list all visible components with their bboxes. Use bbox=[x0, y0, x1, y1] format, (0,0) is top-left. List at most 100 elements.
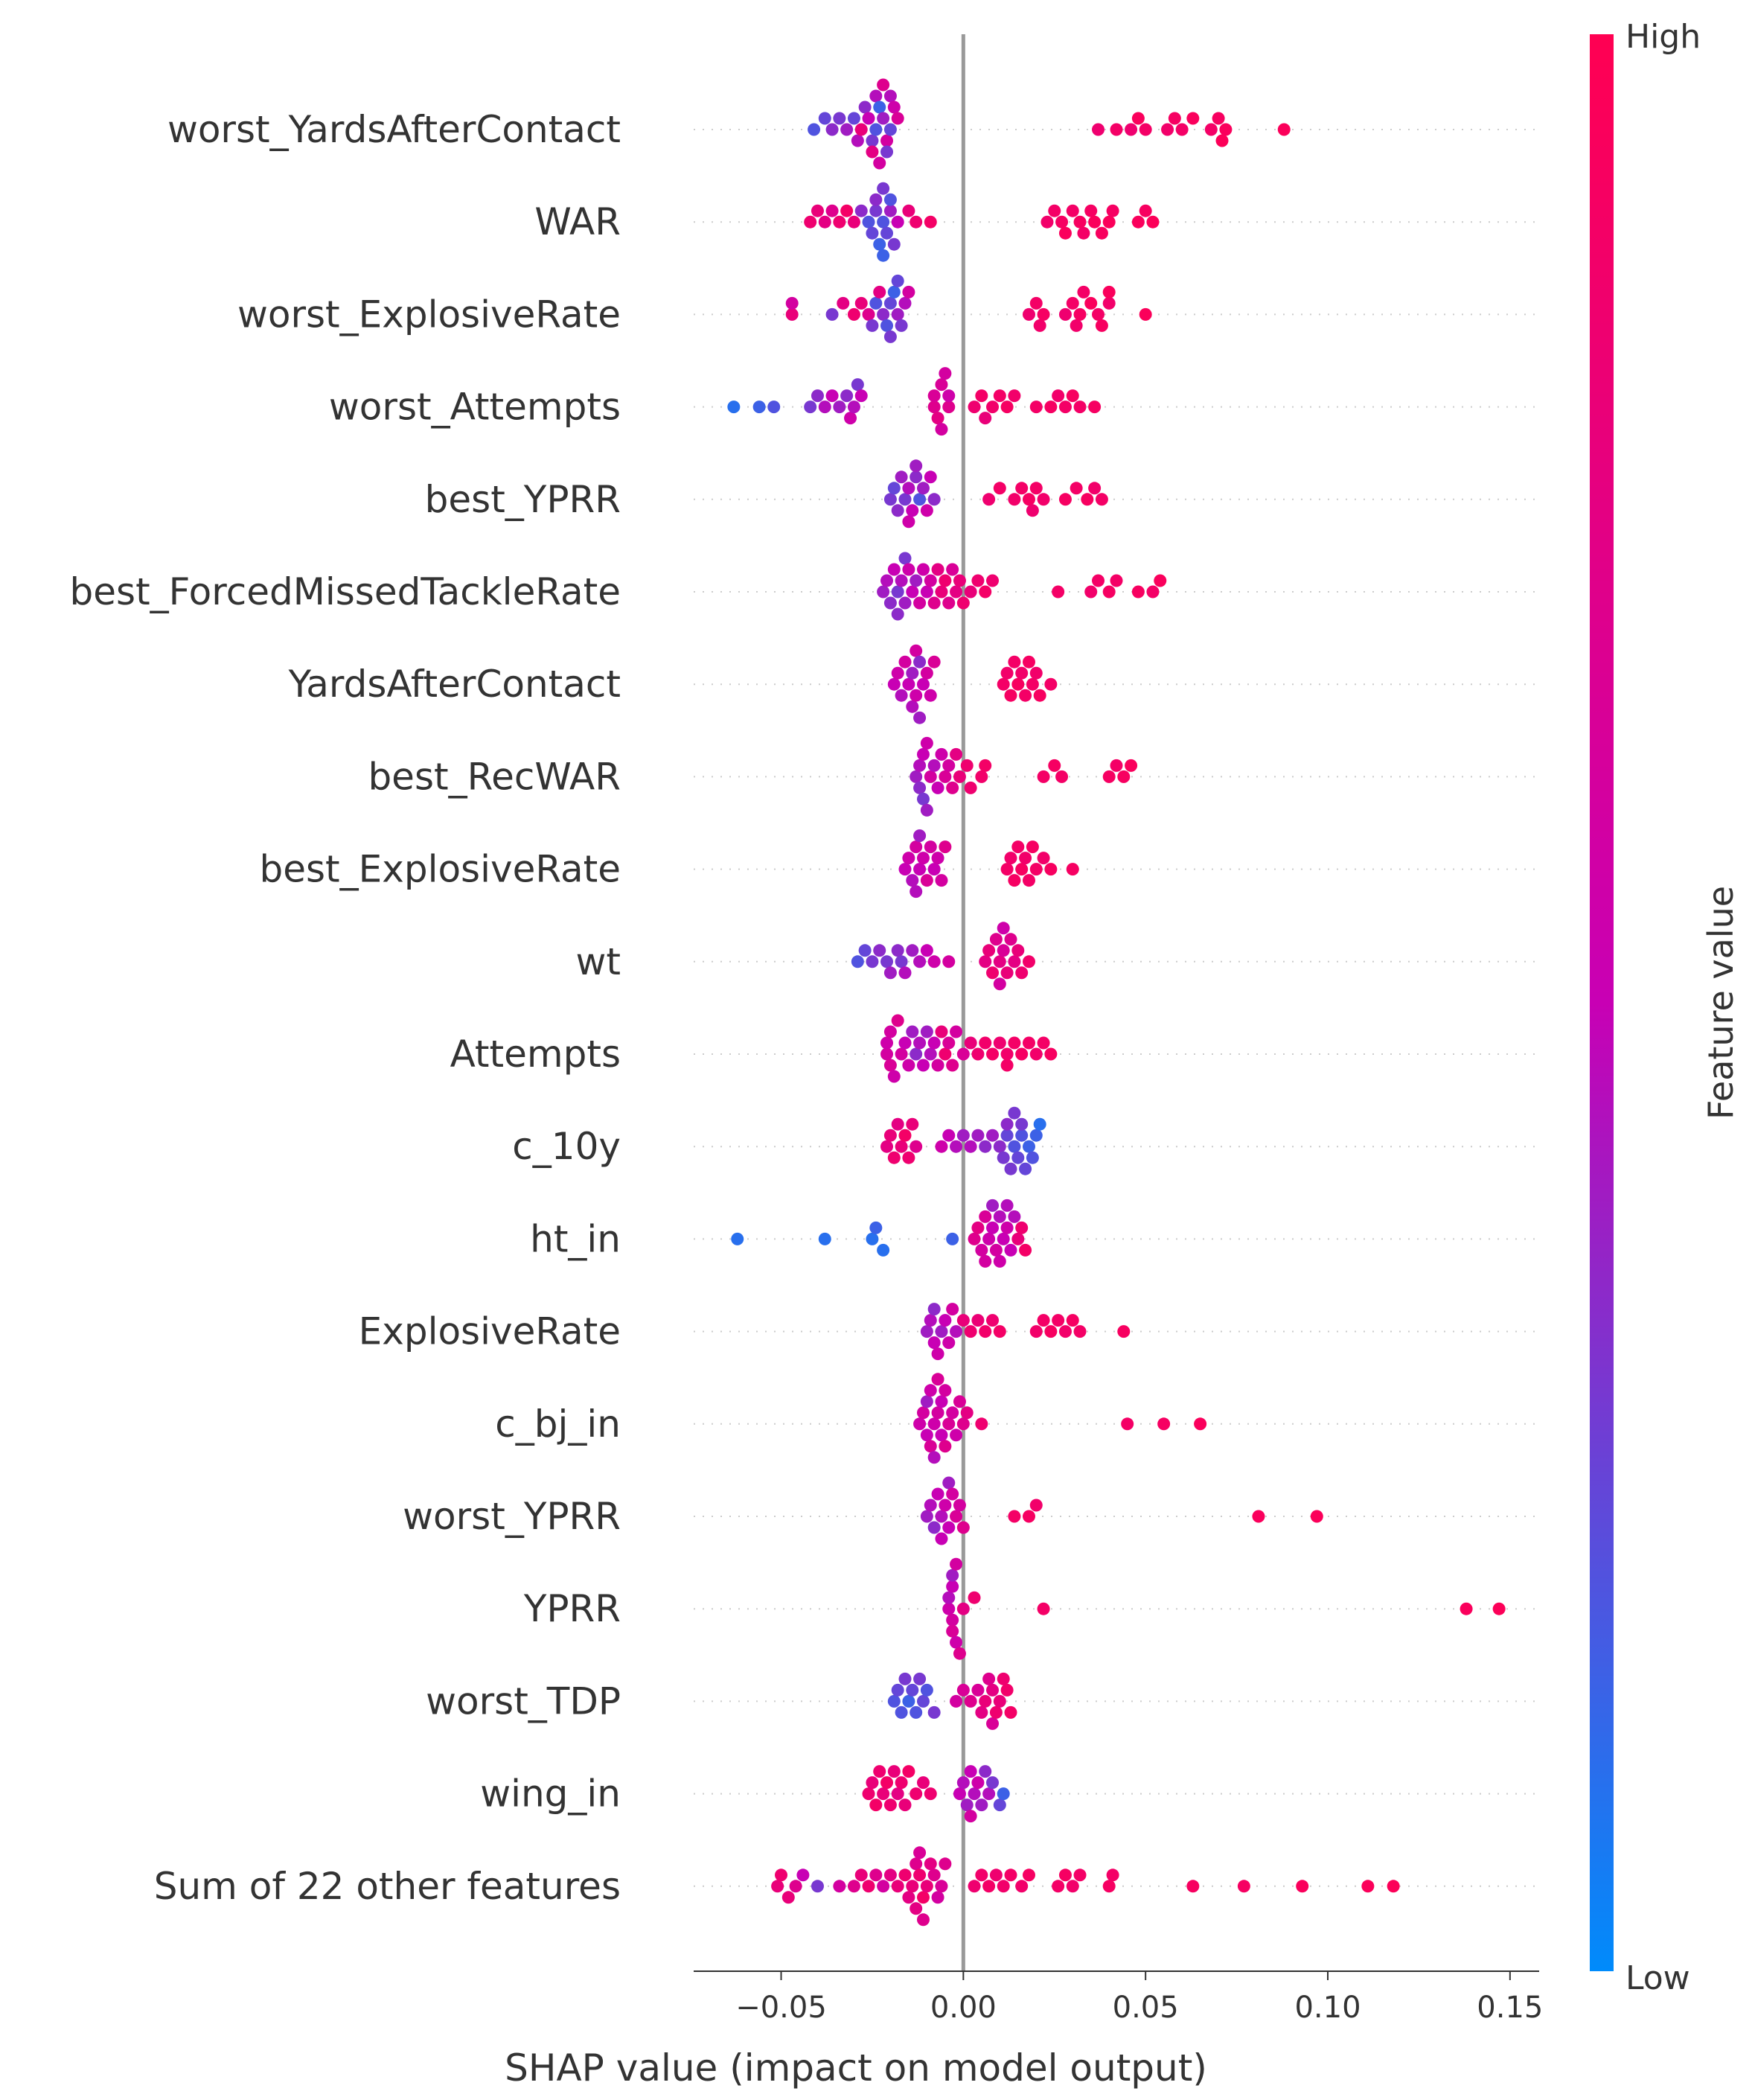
shap-point bbox=[1387, 1880, 1400, 1893]
shap-point bbox=[891, 944, 904, 957]
shap-point bbox=[1044, 863, 1058, 876]
colorbar-low-label: Low bbox=[1625, 1959, 1690, 1997]
shap-point bbox=[880, 145, 894, 159]
shap-point bbox=[1008, 1140, 1021, 1153]
shap-point bbox=[1033, 1117, 1046, 1131]
shap-point bbox=[920, 803, 933, 817]
shap-point bbox=[869, 193, 883, 206]
shap-point bbox=[818, 215, 831, 229]
shap-point bbox=[891, 607, 904, 621]
feature-label: Attempts bbox=[450, 1033, 621, 1076]
shap-point bbox=[975, 1705, 988, 1719]
shap-point bbox=[1029, 296, 1043, 310]
shap-point bbox=[1000, 1221, 1014, 1234]
shap-point bbox=[910, 644, 923, 657]
shap-point bbox=[1022, 655, 1035, 668]
shap-point bbox=[935, 1429, 948, 1442]
shap-point bbox=[971, 1683, 985, 1697]
shap-point bbox=[1037, 1314, 1050, 1327]
shap-point bbox=[986, 1129, 1000, 1142]
shap-point bbox=[869, 1799, 883, 1812]
shap-point bbox=[1015, 1047, 1029, 1061]
shap-point bbox=[1095, 319, 1108, 332]
shap-point bbox=[1015, 1129, 1029, 1142]
shap-point bbox=[891, 1880, 904, 1893]
shap-point bbox=[979, 585, 992, 599]
shap-point bbox=[916, 1776, 930, 1790]
shap-point bbox=[877, 307, 890, 321]
shap-point bbox=[825, 204, 839, 217]
shap-point bbox=[1000, 1117, 1014, 1131]
shap-point bbox=[968, 1232, 981, 1245]
shap-point bbox=[862, 215, 875, 229]
shap-point bbox=[964, 1810, 977, 1823]
shap-point bbox=[895, 1047, 908, 1061]
shap-point bbox=[1019, 1243, 1032, 1257]
shap-point bbox=[1139, 123, 1152, 136]
shap-point bbox=[924, 1314, 937, 1327]
shap-point bbox=[1095, 226, 1108, 240]
shap-point bbox=[982, 493, 996, 506]
shap-point bbox=[1131, 585, 1145, 599]
shap-point bbox=[1004, 1705, 1017, 1719]
shap-point bbox=[935, 1325, 948, 1338]
shap-point bbox=[927, 955, 941, 968]
shap-point bbox=[1011, 944, 1025, 957]
shap-point bbox=[895, 955, 908, 968]
shap-point bbox=[979, 955, 992, 968]
shap-point bbox=[950, 1635, 963, 1649]
shap-point bbox=[891, 1117, 904, 1131]
shap-point bbox=[942, 596, 956, 610]
shap-point bbox=[847, 1880, 860, 1893]
shap-point bbox=[989, 1868, 1003, 1882]
shap-point bbox=[895, 319, 908, 332]
shap-point bbox=[913, 655, 927, 668]
shap-point bbox=[1040, 215, 1054, 229]
shap-point bbox=[854, 123, 868, 136]
shap-point bbox=[883, 193, 897, 206]
shap-point bbox=[811, 1880, 824, 1893]
shap-point bbox=[950, 1510, 963, 1523]
shap-point bbox=[752, 400, 766, 414]
shap-point bbox=[927, 389, 941, 403]
shap-point bbox=[993, 389, 1006, 403]
shap-point bbox=[1000, 1047, 1014, 1061]
shap-point bbox=[898, 1868, 912, 1882]
shap-point bbox=[891, 112, 904, 125]
shap-point bbox=[979, 1210, 992, 1223]
shap-point bbox=[942, 759, 956, 772]
shap-point bbox=[916, 563, 930, 576]
shap-point bbox=[877, 215, 890, 229]
shap-point bbox=[975, 1868, 988, 1882]
shap-point bbox=[920, 1395, 933, 1408]
shap-point bbox=[997, 1672, 1010, 1685]
shap-point bbox=[1070, 482, 1083, 495]
shap-point bbox=[887, 1070, 901, 1083]
shap-point bbox=[956, 596, 970, 610]
shap-point bbox=[960, 759, 974, 772]
shap-point bbox=[975, 1799, 988, 1812]
shap-point bbox=[833, 215, 846, 229]
shap-point bbox=[1004, 852, 1017, 865]
shap-point bbox=[1073, 215, 1087, 229]
feature-label: c_10y bbox=[512, 1125, 621, 1168]
shap-point bbox=[1015, 1880, 1029, 1893]
shap-point bbox=[891, 274, 904, 287]
shap-point bbox=[927, 1303, 941, 1316]
shap-point bbox=[931, 1487, 944, 1501]
shap-point bbox=[727, 400, 741, 414]
shap-point bbox=[986, 1717, 1000, 1730]
shap-point bbox=[854, 204, 868, 217]
shap-point bbox=[883, 1025, 897, 1038]
shap-point bbox=[818, 112, 831, 125]
shap-point bbox=[906, 1683, 919, 1697]
shap-point bbox=[939, 840, 952, 854]
shap-point bbox=[891, 1014, 904, 1027]
shap-point bbox=[840, 204, 854, 217]
shap-point bbox=[1296, 1880, 1309, 1893]
shap-point bbox=[1022, 1036, 1035, 1050]
shap-point bbox=[1037, 770, 1050, 783]
shap-point bbox=[883, 596, 897, 610]
shap-point bbox=[927, 1451, 941, 1464]
